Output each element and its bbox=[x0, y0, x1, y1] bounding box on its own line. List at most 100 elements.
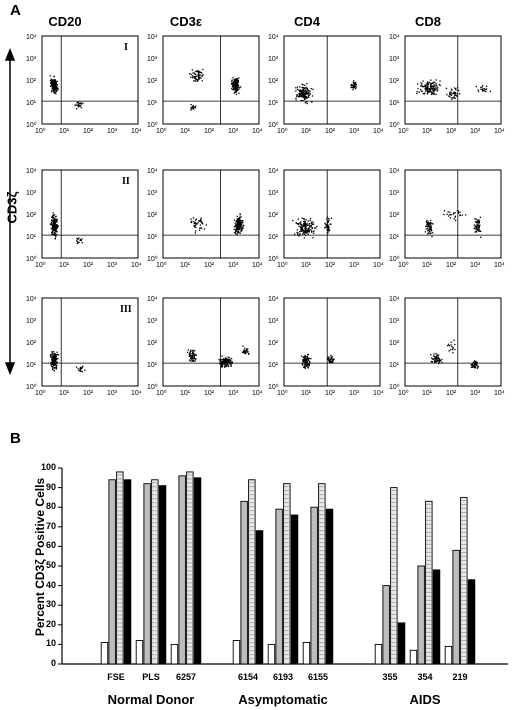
y-tick-label: 10¹ bbox=[268, 100, 279, 107]
column-header-cd3e: CD3ε bbox=[169, 14, 203, 29]
x-tick-label: 10¹ bbox=[180, 128, 191, 135]
dot-plot-frame bbox=[404, 35, 502, 125]
event-dots bbox=[416, 79, 492, 100]
y-tick-label: 10⁴ bbox=[389, 296, 400, 303]
y-tick-label: 10⁰ bbox=[268, 121, 279, 129]
bar-PLS-s1 bbox=[135, 640, 144, 665]
y-tick-label: 10¹ bbox=[389, 234, 400, 241]
y-tick-label: 10⁰ bbox=[26, 121, 37, 129]
x-tick-label: 10¹ bbox=[59, 390, 70, 397]
x-tick-label: 10² bbox=[83, 390, 94, 397]
bar-354-s4 bbox=[432, 569, 441, 665]
y-tick-label: 10³ bbox=[147, 318, 158, 325]
y-tick-label: 10² bbox=[147, 78, 158, 85]
x-tick-label: 10¹ bbox=[59, 128, 70, 135]
x-tick-label: 10³ bbox=[470, 390, 481, 397]
y-tick-label: 0 bbox=[50, 658, 56, 668]
y-tick-label: 10⁴ bbox=[26, 34, 37, 41]
bar-6193-s2 bbox=[275, 508, 283, 665]
bar-PLS-s2 bbox=[143, 483, 151, 665]
x-tick-label: 10³ bbox=[349, 262, 360, 269]
event-dots bbox=[301, 353, 335, 369]
dot-plot-frame bbox=[404, 169, 502, 259]
x-tick-label: 10⁰ bbox=[277, 127, 288, 135]
y-tick-label: 10⁰ bbox=[26, 255, 37, 263]
x-tick-label: 10⁴ bbox=[494, 390, 505, 397]
x-category-label: PLS bbox=[142, 672, 160, 682]
bar-6155-s3 bbox=[318, 483, 326, 665]
bar-6154-s2 bbox=[240, 500, 248, 665]
x-category-label: 355 bbox=[382, 672, 398, 682]
y-tick-label: 10¹ bbox=[147, 100, 158, 107]
x-tick-label: 10⁰ bbox=[35, 261, 46, 269]
event-dots bbox=[49, 212, 83, 245]
event-dots bbox=[424, 209, 482, 238]
y-tick-label: 10² bbox=[147, 340, 158, 347]
bar-355-s4 bbox=[397, 622, 406, 665]
x-tick-label: 10² bbox=[204, 262, 215, 269]
y-tick-label: 10¹ bbox=[147, 234, 158, 241]
bar-6155-s2 bbox=[310, 506, 318, 665]
bar-6257-s3 bbox=[186, 471, 194, 665]
event-dots bbox=[189, 68, 242, 111]
y-tick-label: 10⁴ bbox=[268, 296, 279, 303]
x-tick-label: 10³ bbox=[228, 390, 239, 397]
x-tick-label: 10⁴ bbox=[494, 262, 505, 269]
dot-plot-frame bbox=[41, 35, 139, 125]
x-tick-label: 10⁰ bbox=[35, 389, 46, 397]
x-tick-label: 10³ bbox=[349, 128, 360, 135]
event-dots bbox=[430, 339, 479, 369]
bar-219-s1 bbox=[444, 645, 453, 665]
y-tick-label: 10³ bbox=[268, 318, 279, 325]
bar-6257-s4 bbox=[193, 477, 202, 665]
bar-PLS-s3 bbox=[151, 479, 159, 665]
x-tick-label: 10³ bbox=[349, 390, 360, 397]
bar-FSE-s4 bbox=[123, 479, 132, 665]
x-tick-label: 10³ bbox=[107, 390, 118, 397]
y-tick-label: 10¹ bbox=[26, 100, 37, 107]
y-tick-label: 10⁰ bbox=[389, 255, 400, 263]
y-tick-label: 20 bbox=[45, 618, 56, 629]
dot-plot-frame bbox=[283, 169, 381, 259]
panel-a-letter: A bbox=[10, 2, 21, 19]
y-tick-label: 60 bbox=[45, 540, 56, 551]
y-tick-label: 10⁴ bbox=[26, 168, 37, 175]
x-tick-label: 10³ bbox=[228, 128, 239, 135]
event-dots bbox=[186, 345, 250, 368]
y-tick-label: 10³ bbox=[26, 56, 37, 63]
bar-354-s2 bbox=[417, 565, 425, 665]
x-tick-label: 10³ bbox=[107, 128, 118, 135]
bar-6154-s1 bbox=[232, 640, 241, 665]
x-category-label: FSE bbox=[107, 672, 125, 682]
bar-6193-s4 bbox=[290, 514, 299, 665]
y-tick-label: 10² bbox=[26, 340, 37, 347]
y-tick-label: 80 bbox=[45, 501, 56, 512]
y-tick-label: 10¹ bbox=[389, 362, 400, 369]
panel-b-letter: B bbox=[10, 430, 21, 447]
y-tick-label: 10² bbox=[147, 212, 158, 219]
bar-6154-s3 bbox=[248, 479, 256, 665]
y-tick-label: 10¹ bbox=[268, 362, 279, 369]
x-tick-label: 10² bbox=[204, 390, 215, 397]
y-tick-label: 10⁰ bbox=[389, 121, 400, 129]
bar-354-s1 bbox=[409, 649, 418, 665]
bar-6154-s4 bbox=[255, 530, 264, 665]
x-tick-label: 10¹ bbox=[301, 262, 312, 269]
event-dots bbox=[292, 216, 333, 239]
x-tick-label: 10³ bbox=[228, 262, 239, 269]
x-tick-label: 10⁴ bbox=[131, 262, 142, 269]
y-tick-label: 10² bbox=[389, 78, 400, 85]
x-tick-label: 10³ bbox=[470, 262, 481, 269]
y-tick-label: 10³ bbox=[268, 56, 279, 63]
y-tick-label: 10³ bbox=[26, 190, 37, 197]
y-tick-label: 10⁴ bbox=[147, 168, 158, 175]
x-tick-label: 10¹ bbox=[422, 128, 433, 135]
